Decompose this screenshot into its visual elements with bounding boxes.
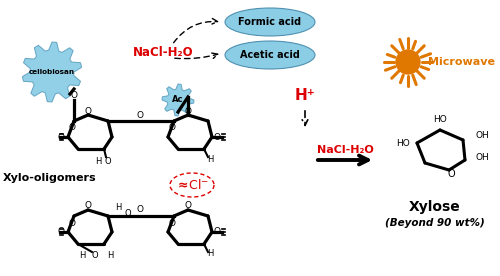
Text: O: O (136, 206, 143, 214)
Ellipse shape (225, 41, 315, 69)
Polygon shape (162, 84, 194, 116)
Text: Acetic acid: Acetic acid (240, 50, 300, 60)
Text: O: O (447, 169, 455, 179)
Text: HO: HO (396, 139, 410, 147)
Text: O: O (168, 219, 175, 227)
Text: OH: OH (475, 131, 489, 140)
Text: H⁺: H⁺ (294, 87, 316, 102)
Text: OH: OH (475, 153, 489, 163)
Text: O: O (168, 123, 175, 132)
Text: O: O (214, 132, 221, 142)
Text: H: H (207, 155, 213, 163)
Text: O: O (124, 209, 132, 219)
Text: HO: HO (433, 115, 447, 123)
Circle shape (396, 50, 420, 74)
Text: Xylo-oligomers: Xylo-oligomers (3, 173, 96, 183)
Text: O: O (92, 251, 98, 261)
Polygon shape (22, 42, 82, 102)
Text: O: O (184, 107, 192, 115)
Text: O: O (57, 227, 64, 237)
Text: O: O (104, 156, 112, 166)
Text: Xylose: Xylose (409, 200, 461, 214)
Text: O: O (68, 219, 75, 227)
Text: $\mathbf{\approx\!}$Cl$^{-}$: $\mathbf{\approx\!}$Cl$^{-}$ (175, 178, 209, 192)
Text: H: H (107, 251, 113, 261)
Text: (Beyond 90 wt%): (Beyond 90 wt%) (385, 218, 485, 228)
Ellipse shape (225, 8, 315, 36)
Text: H: H (95, 156, 101, 166)
Text: O: O (68, 123, 75, 132)
Text: Ac: Ac (172, 95, 184, 105)
Text: O: O (84, 107, 91, 115)
Text: H: H (207, 250, 213, 259)
Text: H: H (115, 203, 121, 213)
Text: cellobiosan: cellobiosan (29, 69, 75, 75)
Text: O: O (136, 110, 143, 120)
Text: O: O (214, 227, 221, 237)
Text: NaCl-H₂O: NaCl-H₂O (316, 145, 374, 155)
Text: O: O (184, 201, 192, 211)
Text: NaCl-H₂O: NaCl-H₂O (132, 46, 194, 59)
Text: O: O (57, 132, 64, 142)
Text: O: O (70, 91, 78, 100)
Text: Formic acid: Formic acid (238, 17, 302, 27)
Text: H: H (79, 251, 85, 261)
Text: O: O (84, 201, 91, 211)
Text: Microwave: Microwave (428, 57, 495, 67)
